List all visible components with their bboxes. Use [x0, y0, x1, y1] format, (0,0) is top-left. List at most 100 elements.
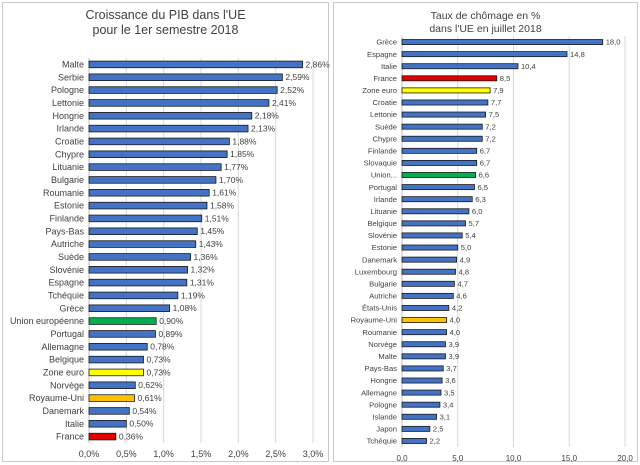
c0-x-tick-label: 0,0%	[79, 449, 100, 459]
c1-data-label: 6,6	[479, 171, 490, 180]
c0-bar	[88, 355, 144, 364]
c0-x-tick-label: 1,0%	[153, 449, 174, 459]
c1-category-label: Autriche	[369, 292, 397, 301]
c1-category-label: Lettonie	[370, 110, 397, 119]
c1-data-label: 6,0	[472, 207, 483, 216]
c1-bar	[401, 111, 487, 118]
c1-category-label: Croatie	[373, 98, 397, 107]
c1-bar	[401, 172, 476, 178]
c0-category-label: Slovénie	[49, 265, 84, 275]
c1-bar	[401, 159, 478, 166]
c1-category-label: Suède	[375, 122, 397, 131]
c0-category-label: France	[56, 432, 84, 442]
c0-data-label: 1,43%	[199, 239, 224, 249]
c0-category-label: Autriche	[51, 239, 84, 249]
c0-data-label: 0,90%	[159, 316, 184, 326]
c0-category-label: Zone euro	[43, 368, 84, 378]
c0-data-label: 0,78%	[150, 342, 175, 352]
c1-bar	[401, 280, 455, 287]
c0-data-label: 1,70%	[219, 175, 244, 185]
c0-bar	[88, 420, 127, 428]
c0-data-label: 1,32%	[191, 265, 216, 275]
c0-category-label: Roumanie	[43, 188, 84, 198]
c0-data-label: 1,58%	[210, 201, 235, 211]
c0-x-tick-label: 2,0%	[228, 449, 249, 459]
c1-category-label: Norvège	[368, 340, 397, 349]
c0-data-label: 0,61%	[138, 393, 163, 403]
c0-data-label: 2,52%	[280, 85, 305, 95]
c1-bar	[401, 413, 437, 420]
c1-data-label: 18,0	[606, 38, 621, 47]
c1-bar	[401, 425, 431, 432]
c1-data-label: 6,7	[480, 159, 491, 168]
c0-bar	[88, 432, 117, 441]
c0-bar	[88, 394, 135, 402]
c0-category-label: Tchéquie	[48, 291, 84, 301]
c1-category-label: Slovénie	[368, 231, 397, 240]
c1-bar	[401, 51, 568, 58]
c1-category-label: Estonie	[372, 243, 397, 252]
c0-x-tick-label: 2,5%	[265, 449, 286, 459]
c1-data-label: 4,6	[456, 292, 467, 301]
c1-category-label: Islande	[373, 412, 398, 421]
c1-bar	[401, 99, 489, 106]
c0-bar	[88, 253, 191, 261]
c0-bar	[88, 343, 148, 351]
c1-data-label: 7,7	[491, 98, 502, 107]
c1-x-tick-label: 10,0	[506, 454, 522, 463]
c0-category-label: Serbie	[58, 72, 84, 82]
gdp-growth-chart: Croissance du PIB dans l'UE pour le 1er …	[2, 2, 330, 462]
c0-category-label: Royaume-Uni	[29, 393, 84, 403]
c1-data-label: 3,7	[446, 364, 457, 373]
c0-bar	[88, 291, 179, 300]
c1-data-label: 10,4	[521, 62, 536, 71]
c1-category-label: Pologne	[369, 400, 397, 409]
c0-data-label: 2,18%	[255, 111, 280, 121]
c0-category-label: Estonie	[54, 201, 84, 211]
c1-bar	[401, 389, 442, 396]
c1-data-label: 7,9	[493, 86, 504, 95]
c0-category-label: Belgique	[49, 355, 84, 365]
c1-data-label: 5,0	[461, 243, 472, 252]
c0-bar	[88, 124, 249, 133]
c1-category-label: Pays-Bas	[365, 364, 398, 373]
c0-bar	[88, 201, 208, 210]
c1-data-label: 7,2	[485, 134, 496, 143]
unemployment-title-line-2: dans l'UE en juillet 2018	[429, 23, 542, 35]
c1-x-tick-label: 0,0	[396, 454, 408, 463]
c1-category-label: Chypre	[373, 134, 397, 143]
unemployment-title-line-1: Taux de chômage en %	[430, 10, 541, 22]
c0-data-label: 1,85%	[230, 149, 255, 159]
c1-category-label: Luxembourg	[355, 267, 397, 276]
c1-data-label: 2,2	[430, 437, 441, 446]
c1-bar	[401, 353, 446, 360]
c1-data-label: 2,5	[433, 425, 444, 434]
c0-data-label: 1,77%	[224, 162, 249, 172]
c1-data-label: 3,1	[440, 412, 451, 421]
c0-category-label: Malte	[62, 60, 84, 70]
c0-category-label: Bulgarie	[51, 175, 84, 185]
gdp-chart-title: Croissance du PIB dans l'UE pour le 1er …	[3, 8, 328, 38]
c0-data-label: 2,59%	[285, 72, 310, 82]
c0-category-label: Allemagne	[41, 342, 84, 352]
c0-category-label: Norvège	[50, 380, 84, 390]
c0-bar	[88, 150, 228, 158]
c1-data-label: 4,0	[450, 328, 461, 337]
c1-bar	[401, 341, 446, 348]
c0-bar	[88, 112, 253, 120]
c1-bar	[401, 135, 483, 142]
c1-data-label: 6,5	[477, 183, 488, 192]
c0-category-label: Irlande	[56, 124, 84, 134]
c0-bar	[88, 163, 222, 171]
c1-data-label: 4,2	[452, 304, 463, 313]
c1-data-label: 3,5	[444, 388, 455, 397]
c0-category-label: Portugal	[50, 329, 84, 339]
c0-category-label: Pays-Bas	[45, 226, 84, 236]
c0-x-tick-label: 1,5%	[191, 449, 212, 459]
c1-bar	[401, 317, 447, 324]
c0-data-label: 0,36%	[119, 432, 144, 442]
unemployment-chart-title: Taux de chômage en % dans l'UE en juille…	[334, 10, 637, 36]
c1-category-label: Danemark	[362, 255, 397, 264]
c1-bar	[401, 75, 498, 82]
c1-data-label: 5,7	[469, 219, 480, 228]
